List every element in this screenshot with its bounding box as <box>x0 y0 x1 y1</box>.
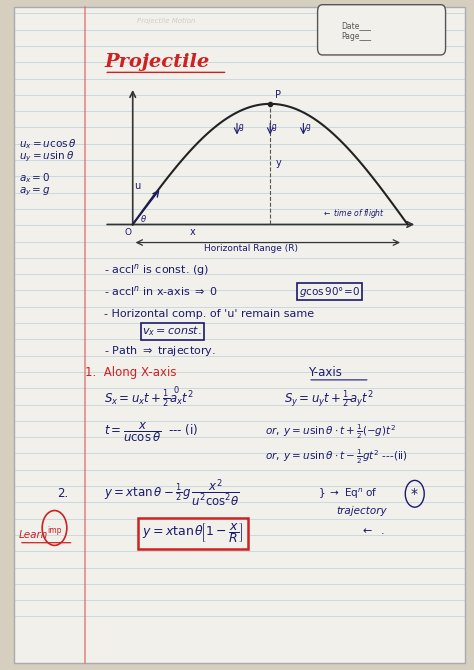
Text: $\leftarrow$  .: $\leftarrow$ . <box>360 526 385 536</box>
Text: imp: imp <box>47 526 62 535</box>
Text: y: y <box>276 158 282 168</box>
Text: $\}\ \rightarrow$ Eq$^n$ of: $\}\ \rightarrow$ Eq$^n$ of <box>318 486 377 501</box>
Text: Projectile: Projectile <box>104 53 210 71</box>
Text: Projectile Motion: Projectile Motion <box>137 18 195 24</box>
Text: Horizontal Range (R): Horizontal Range (R) <box>204 245 298 253</box>
Text: $t = \dfrac{x}{u\cos\theta}$  --- (i): $t = \dfrac{x}{u\cos\theta}$ --- (i) <box>104 420 199 444</box>
Text: u: u <box>134 181 140 191</box>
Text: x: x <box>190 226 195 237</box>
Text: P: P <box>275 90 281 100</box>
Text: $S_y = u_y t + \frac{1}{2}a_y t^2$: $S_y = u_y t + \frac{1}{2}a_y t^2$ <box>284 388 374 410</box>
Text: g: g <box>239 122 244 131</box>
Text: $y = x\tan\theta - \frac{1}{2}g\,\dfrac{x^2}{u^2\cos^2\!\theta}$: $y = x\tan\theta - \frac{1}{2}g\,\dfrac{… <box>104 478 240 509</box>
Text: - Path $\Rightarrow$ trajectory.: - Path $\Rightarrow$ trajectory. <box>104 344 216 358</box>
Text: trajectory: trajectory <box>337 506 387 516</box>
Text: $\leftarrow$ time of flight: $\leftarrow$ time of flight <box>322 207 385 220</box>
Text: $S_x = u_x t + \frac{1}{2}\overset{0}{a_x}t^2$: $S_x = u_x t + \frac{1}{2}\overset{0}{a_… <box>104 385 194 410</box>
Text: - accl$^n$ is const. (g): - accl$^n$ is const. (g) <box>104 262 210 278</box>
Text: $or,\; y = u\sin\theta\cdot t - \frac{1}{2}gt^2$ ---(ii): $or,\; y = u\sin\theta\cdot t - \frac{1}… <box>265 448 409 466</box>
Text: O: O <box>125 228 132 237</box>
Text: g: g <box>272 122 277 131</box>
Text: g: g <box>305 122 310 131</box>
Text: $v_x = const.$: $v_x = const.$ <box>142 324 202 338</box>
Text: - Horizontal comp. of 'u' remain same: - Horizontal comp. of 'u' remain same <box>104 309 314 319</box>
Text: $u_y = u\sin\theta$: $u_y = u\sin\theta$ <box>19 150 74 164</box>
Text: $or,\; y = u\sin\theta\cdot t + \frac{1}{2}(-g)t^2$: $or,\; y = u\sin\theta\cdot t + \frac{1}… <box>265 422 397 441</box>
Text: 1.  Along X-axis: 1. Along X-axis <box>85 366 177 379</box>
Text: Y-axis: Y-axis <box>308 366 342 379</box>
FancyBboxPatch shape <box>318 5 446 55</box>
Text: $y = x\tan\theta\!\left[1 - \dfrac{x}{R}\right]$: $y = x\tan\theta\!\left[1 - \dfrac{x}{R}… <box>142 521 244 545</box>
FancyBboxPatch shape <box>14 7 465 663</box>
Text: $a_x = 0$: $a_x = 0$ <box>19 171 51 185</box>
Text: $g\cos 90°\!=\!0$: $g\cos 90°\!=\!0$ <box>299 285 360 299</box>
Text: $a_y = g$: $a_y = g$ <box>19 186 51 198</box>
Text: *: * <box>410 488 418 501</box>
Text: Date___: Date___ <box>341 21 371 30</box>
Text: $u_x = u\cos\theta$: $u_x = u\cos\theta$ <box>19 137 77 151</box>
Text: Page___: Page___ <box>341 32 372 41</box>
Text: Learn: Learn <box>19 530 48 540</box>
Text: - accl$^n$ in x-axis $\Rightarrow$ 0: - accl$^n$ in x-axis $\Rightarrow$ 0 <box>104 283 219 297</box>
Text: $\theta$: $\theta$ <box>140 214 147 224</box>
Text: 2.: 2. <box>57 487 68 500</box>
